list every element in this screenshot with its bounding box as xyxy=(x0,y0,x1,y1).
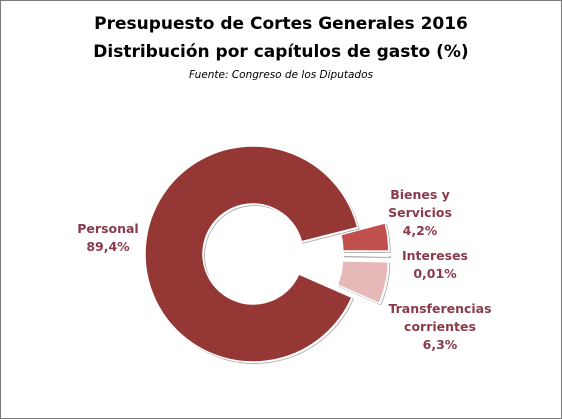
pie-slice-3 xyxy=(336,260,390,305)
slice-category-line: Intereses xyxy=(401,248,468,263)
chart-title: Presupuesto de Cortes Generales 2016 xyxy=(94,14,468,34)
slice-value-label: 89,4% xyxy=(86,239,130,254)
slice-label-intereses: Intereses 0,01% xyxy=(395,247,475,283)
slice-category-line: Transferencias xyxy=(388,301,492,316)
pie-slice-2 xyxy=(342,253,390,257)
slice-value-label: 0,01% xyxy=(413,266,457,281)
chart-subtitle: Distribución por capítulos de gasto (%) xyxy=(93,42,469,62)
slice-category-line: Personal xyxy=(77,221,139,236)
slice-category-line: corrientes xyxy=(404,319,476,334)
pie-slice-shadow-2 xyxy=(344,255,391,258)
slice-category-line: Servicios xyxy=(388,205,452,220)
slice-value-label: 6,3% xyxy=(422,337,458,352)
pie-slice-1 xyxy=(339,221,390,252)
slice-label-personal: Personal 89,4% xyxy=(73,220,143,256)
slice-label-transferencias: Transferencias corrientes 6,3% xyxy=(377,300,503,354)
slice-category-line: Bienes y xyxy=(390,187,450,202)
slice-label-bienes-servicios: Bienes y Servicios 4,2% xyxy=(375,186,465,240)
pie-slice-0 xyxy=(144,145,359,363)
chart-source: Fuente: Congreso de los Diputados xyxy=(189,69,373,81)
slice-value-label: 4,2% xyxy=(402,223,438,238)
